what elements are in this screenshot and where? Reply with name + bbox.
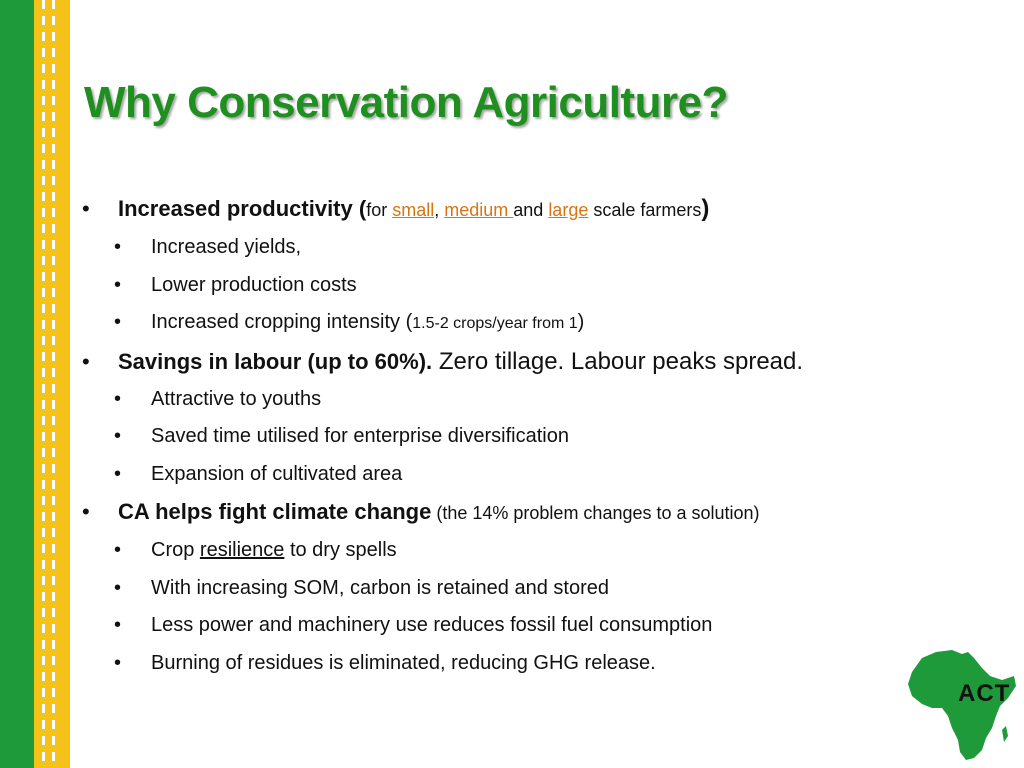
bullet-text: scale farmers [588, 200, 702, 220]
bullet-increased-productivity: • Increased productivity (for small, med… [80, 190, 980, 229]
sub-bullet: • Crop resilience to dry spells [80, 532, 980, 570]
bullet-text: (the 14% problem changes to a solution) [431, 503, 760, 523]
sub-bullet-text: Saved time utilised for enterprise diver… [151, 425, 569, 447]
dashed-stitch-line [42, 0, 45, 768]
slide-title: Why Conservation Agriculture? [84, 78, 728, 127]
sub-bullet-text: Lower production costs [151, 273, 357, 296]
bullet-marker: • [114, 651, 122, 674]
sub-bullet-text: ) [577, 311, 585, 333]
bullet-text: ) [701, 195, 710, 222]
sub-bullet-text: to dry spells [284, 539, 397, 561]
sub-bullet: • With increasing SOM, carbon is retaine… [80, 570, 980, 608]
africa-map-icon [908, 650, 1016, 760]
sub-bullet: • Attractive to youths [80, 381, 980, 419]
bullet-lead: Increased productivity ( [118, 196, 367, 221]
sub-bullet-text: Less power and machinery use reduces fos… [151, 614, 713, 636]
bullet-marker: • [114, 387, 122, 410]
bullet-text: , [434, 200, 445, 220]
bullet-list: • Increased productivity (for small, med… [80, 190, 980, 682]
sub-bullet-text: Increased yields, [151, 236, 302, 258]
bullet-savings-in-labour: • Savings in labour (up to 60%). Zero ti… [80, 343, 980, 381]
bullet-marker: • [114, 311, 122, 333]
sub-bullet: • Saved time utilised for enterprise div… [80, 418, 980, 456]
bullet-marker: • [114, 462, 122, 485]
dashed-stitch-line [52, 0, 55, 768]
bullet-marker: • [82, 499, 90, 524]
bullet-marker: • [114, 614, 122, 636]
bullet-lead: CA helps fight climate change [118, 499, 432, 524]
decorative-border [0, 0, 70, 768]
sub-bullet-text: Expansion of cultivated area [151, 462, 403, 485]
logo-text: ACT [958, 680, 1011, 707]
sub-bullet-text: Crop [151, 539, 200, 561]
bullet-text: Zero tillage. Labour peaks spread. [432, 347, 804, 375]
bullet-marker: • [82, 348, 90, 374]
bullet-climate-change: • CA helps fight climate change (the 14%… [80, 493, 980, 532]
sub-bullet: • Increased cropping intensity (1.5-2 cr… [80, 304, 980, 343]
sub-bullet-text: resilience [199, 539, 285, 561]
bullet-marker: • [114, 236, 122, 258]
bullet-marker: • [114, 539, 122, 561]
sub-bullet: • Burning of residues is eliminated, red… [80, 645, 980, 683]
link-small[interactable]: small [392, 200, 435, 220]
sub-bullet: • Less power and machinery use reduces f… [80, 607, 980, 645]
sub-bullet-text: Increased cropping intensity ( [151, 311, 413, 333]
green-band [0, 0, 34, 768]
bullet-marker: • [82, 196, 90, 221]
sub-bullet: • Expansion of cultivated area [80, 456, 980, 494]
bullet-lead: Savings in labour (up to 60%). [118, 348, 433, 374]
sub-bullet: • Lower production costs [80, 267, 980, 305]
bullet-marker: • [114, 273, 122, 296]
sub-bullet-text: 1.5-2 crops/year from 1 [412, 315, 578, 332]
bullet-text: for [366, 200, 393, 220]
link-medium[interactable]: medium [444, 200, 514, 220]
sub-bullet-text: Attractive to youths [151, 387, 322, 410]
sub-bullet-text: Burning of residues is eliminated, reduc… [151, 651, 656, 674]
bullet-marker: • [114, 576, 122, 599]
bullet-text: and [513, 200, 549, 220]
sub-bullet: • Increased yields, [80, 229, 980, 267]
sub-bullet-text: With increasing SOM, carbon is retained … [151, 576, 609, 599]
bullet-marker: • [114, 425, 122, 447]
link-large[interactable]: large [548, 200, 589, 220]
